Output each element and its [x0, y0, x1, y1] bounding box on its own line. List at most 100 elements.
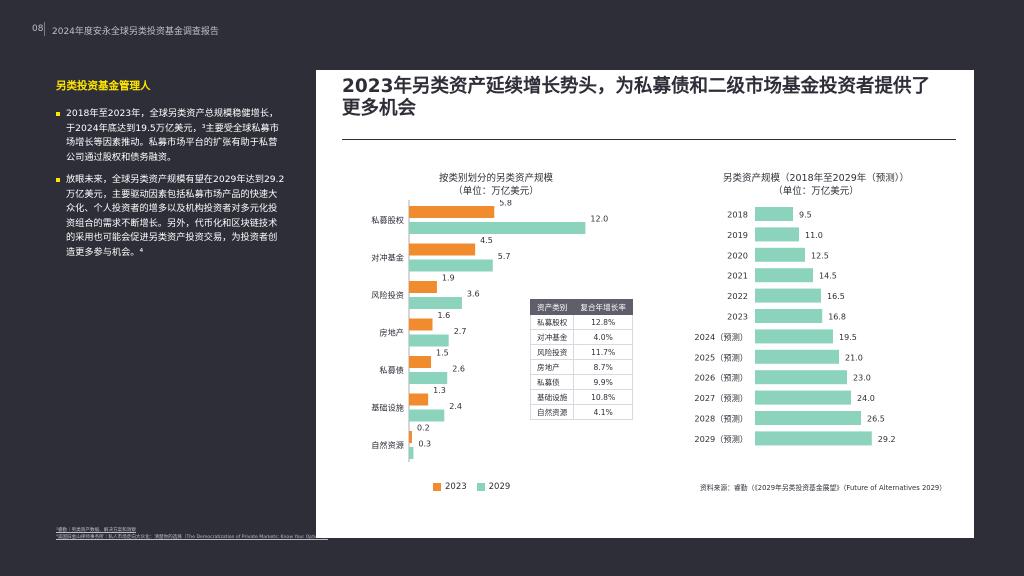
- aum-value-label: 23.0: [853, 374, 871, 383]
- aum-bar: [755, 329, 833, 344]
- aum-bar: [755, 411, 861, 425]
- cagr-row: 对冲基金 4.0%: [529, 329, 633, 345]
- category-label: 自然资源: [371, 440, 404, 450]
- year-label: 2022: [727, 291, 748, 301]
- bar-2023: [409, 206, 495, 218]
- category-label: 对冲基金: [371, 253, 404, 263]
- bar-value-label: 1.9: [442, 274, 455, 283]
- report-title: 2024年度安永全球另类投资基金调查报告: [52, 27, 219, 37]
- bullet-marker: [56, 178, 60, 182]
- aum-bar: [755, 370, 847, 385]
- category-label: 基础设施: [371, 403, 404, 413]
- cagr-category-cell: 对冲基金: [529, 329, 575, 345]
- bar-value-label: 3.6: [467, 290, 480, 299]
- bar-value-label: 4.5: [480, 236, 493, 245]
- left-chart-subtitle: （单位：万亿美元）: [453, 186, 539, 197]
- aum-bar-chart: 2018 9.5 2019 11.0 2020 12.5 2021 14.5 2022 16.5 2…: [694, 207, 896, 446]
- aum-bar: [755, 247, 805, 262]
- year-label: 2018: [727, 210, 748, 220]
- year-label: 2024（预测）: [694, 332, 748, 342]
- footnote-link[interactable]: ⁴美国旧金山律师事务所｜私人市场走向大众化：清楚你的选择（The Democra…: [56, 535, 329, 540]
- cagr-rate-cell: 4.1%: [573, 404, 633, 420]
- year-label: 2026（预测）: [694, 373, 748, 383]
- aum-bar: [755, 288, 821, 303]
- aum-value-label: 26.5: [867, 415, 885, 424]
- bar-value-label: 5.7: [498, 252, 511, 261]
- aum-value-label: 16.5: [827, 292, 845, 301]
- bar-value-label: 1.6: [438, 311, 451, 320]
- cagr-category-cell: 风险投资: [529, 344, 575, 360]
- bar-2023: [409, 393, 429, 406]
- bar-2023: [409, 281, 437, 293]
- year-label: 2029（预测）: [694, 434, 748, 444]
- aum-value-label: 14.5: [819, 272, 837, 281]
- bar-2029: [409, 447, 414, 459]
- bar-2023: [409, 243, 476, 256]
- card-headline: 2023年另类资产延续增长势头，为私募债和二级市场基金投资者提供了更多机会: [342, 76, 930, 119]
- cagr-row: 基础设施 10.8%: [529, 389, 633, 405]
- year-label: 2028（预测）: [694, 414, 748, 424]
- bar-value-label: 2.4: [449, 402, 462, 411]
- legend-swatch-2029: [476, 483, 485, 491]
- sidebar-text: 另类投资基金管理人 2018年至2023年，全球另类资产总规模稳健增长，于202…: [56, 78, 286, 268]
- bullet-text: 放眼未来，全球另类资产规模有望在2029年达到29.2万亿美元，主要驱动因素包括…: [66, 174, 285, 258]
- aum-bar: [755, 309, 823, 323]
- cagr-category-cell: 基础设施: [529, 389, 575, 405]
- aum-bar: [755, 268, 813, 283]
- right-chart-subtitle: （单位：万亿美元）: [773, 186, 859, 197]
- bar-2029: [409, 222, 586, 234]
- aum-bar: [755, 390, 851, 405]
- chart-legend: 2023 2029: [433, 482, 510, 492]
- cagr-row: 房地产 8.7%: [529, 359, 633, 375]
- year-label: 2027（预测）: [694, 393, 748, 403]
- category-label: 风险投资: [371, 290, 404, 300]
- header-divider: [44, 22, 45, 36]
- page-number: 08: [32, 24, 44, 34]
- cagr-table: 资产类别 复合年增长率 私募股权 12.8% 对冲基金 4.0% 风险投资 11.7% 房地…: [529, 299, 633, 420]
- bar-2029: [409, 372, 448, 384]
- bar-value-label: 1.3: [433, 386, 446, 395]
- bar-2023: [409, 318, 433, 331]
- aum-value-label: 19.5: [839, 333, 857, 342]
- bar-2023: [409, 356, 432, 368]
- sidebar-heading: 另类投资基金管理人: [56, 80, 151, 92]
- cagr-rate-cell: 12.8%: [573, 314, 633, 330]
- footnotes: ³睿勤｜另类资产数据、解决方案和洞察 ⁴美国旧金山律师事务所｜私人市场走向大众化…: [56, 527, 328, 541]
- bar-2023: [409, 431, 412, 443]
- category-bar-chart: 私募股权 5.8 12.0 对冲基金 4.5 5.7 风险投资 1.9 3.6 房地产 1.62.7…: [371, 200, 608, 462]
- aum-value-label: 16.8: [828, 313, 846, 322]
- bar-2029: [409, 334, 449, 347]
- headline-rule: [342, 139, 956, 140]
- bar-2029: [409, 409, 445, 422]
- bar-value-label: 2.6: [452, 365, 465, 374]
- aum-bar: [755, 227, 799, 242]
- cagr-rate-cell: 10.8%: [573, 389, 633, 405]
- category-label: 房地产: [379, 328, 404, 338]
- footnote-link[interactable]: ³睿勤｜另类资产数据、解决方案和洞察: [56, 528, 136, 533]
- cagr-row: 私募债 9.9%: [529, 374, 633, 390]
- category-label: 私募债: [379, 365, 404, 375]
- year-label: 2021: [727, 271, 748, 281]
- year-label: 2023: [727, 312, 748, 322]
- legend-label-2023: 2023: [445, 482, 467, 492]
- bar-value-label: 0.2: [417, 424, 430, 433]
- aum-value-label: 24.0: [857, 394, 875, 403]
- left-chart-title: 按类别划分的另类资产规模 （单位：万亿美元）: [396, 172, 596, 198]
- bar-value-label: 2.7: [454, 327, 467, 336]
- cagr-category-cell: 私募股权: [529, 314, 575, 330]
- source-note: 资料来源：睿勤（《2029年另类投资基金展望》（Future of Altern…: [700, 484, 947, 492]
- bullet-item: 2018年至2023年，全球另类资产总规模稳健增长，于2024年底达到19.5万…: [56, 107, 286, 165]
- bullet-list: 2018年至2023年，全球另类资产总规模稳健增长，于2024年底达到19.5万…: [56, 107, 286, 260]
- chart-card: 2023年另类资产延续增长势头，为私募债和二级市场基金投资者提供了更多机会 按类…: [316, 70, 974, 538]
- cagr-row: 自然资源 4.1%: [529, 404, 633, 420]
- cagr-rate-cell: 4.0%: [573, 329, 633, 345]
- aum-bar: [755, 349, 839, 364]
- category-label: 私募股权: [371, 215, 404, 225]
- bar-value-label: 0.3: [418, 440, 431, 449]
- bar-2029: [409, 259, 493, 272]
- aum-value-label: 9.5: [799, 211, 812, 220]
- left-chart-title-text: 按类别划分的另类资产规模: [438, 173, 553, 184]
- bullet-item: 放眼未来，全球另类资产规模有望在2029年达到29.2万亿美元，主要驱动因素包括…: [56, 173, 286, 260]
- aum-bar: [755, 207, 793, 221]
- aum-value-label: 12.5: [811, 251, 829, 260]
